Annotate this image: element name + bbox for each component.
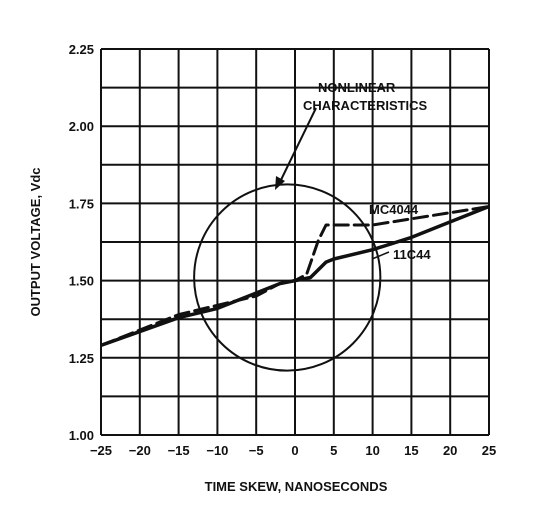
- series-label-11c44-leader: [371, 251, 390, 260]
- series-label-mc4044: MC4044: [369, 202, 419, 217]
- y-tick-label: 1.00: [69, 428, 94, 443]
- x-axis-title: TIME SKEW, NANOSECONDS: [205, 479, 388, 494]
- x-tick-label: 10: [365, 443, 379, 458]
- y-tick-label: 2.00: [69, 119, 94, 134]
- y-axis-title: OUTPUT VOLTAGE, Vdc: [28, 167, 43, 316]
- x-tick-label: 15: [404, 443, 418, 458]
- y-tick-labels: 1.00 1.25 1.50 1.75 2.00 2.25: [69, 42, 94, 443]
- y-tick-label: 1.50: [69, 274, 94, 289]
- x-tick-label: −25: [90, 443, 112, 458]
- grid: [100, 48, 490, 436]
- x-tick-label: 20: [443, 443, 457, 458]
- x-tick-labels: −25 −20 −15 −10 −5 0 5 10 15 20 25: [90, 443, 496, 458]
- y-tick-label: 2.25: [69, 42, 94, 57]
- series-layer: [101, 204, 489, 348]
- series-labels: MC4044 11C44: [369, 202, 431, 262]
- series-label-11c44: 11C44: [393, 247, 431, 262]
- nonlinear-circle: [193, 183, 382, 372]
- series-line-mc4044: [101, 205, 489, 347]
- annotation-line-2: CHARACTERISTICS: [303, 98, 428, 113]
- nonlinear-region-circle: [193, 183, 382, 372]
- y-tick-label: 1.75: [69, 196, 94, 211]
- x-tick-label: 5: [330, 443, 337, 458]
- annotation: NONLINEAR CHARACTERISTICS: [275, 80, 428, 190]
- x-tick-label: −20: [129, 443, 151, 458]
- x-tick-label: −15: [168, 443, 190, 458]
- x-tick-label: 25: [482, 443, 496, 458]
- y-tick-label: 1.25: [69, 351, 94, 366]
- annotation-arrowhead: [275, 176, 285, 190]
- annotation-line-1: NONLINEAR: [318, 80, 396, 95]
- x-tick-label: 0: [291, 443, 298, 458]
- x-tick-label: −10: [206, 443, 228, 458]
- x-tick-label: −5: [249, 443, 264, 458]
- annotation-arrow-line: [278, 107, 317, 185]
- series-line-11c44: [101, 204, 489, 348]
